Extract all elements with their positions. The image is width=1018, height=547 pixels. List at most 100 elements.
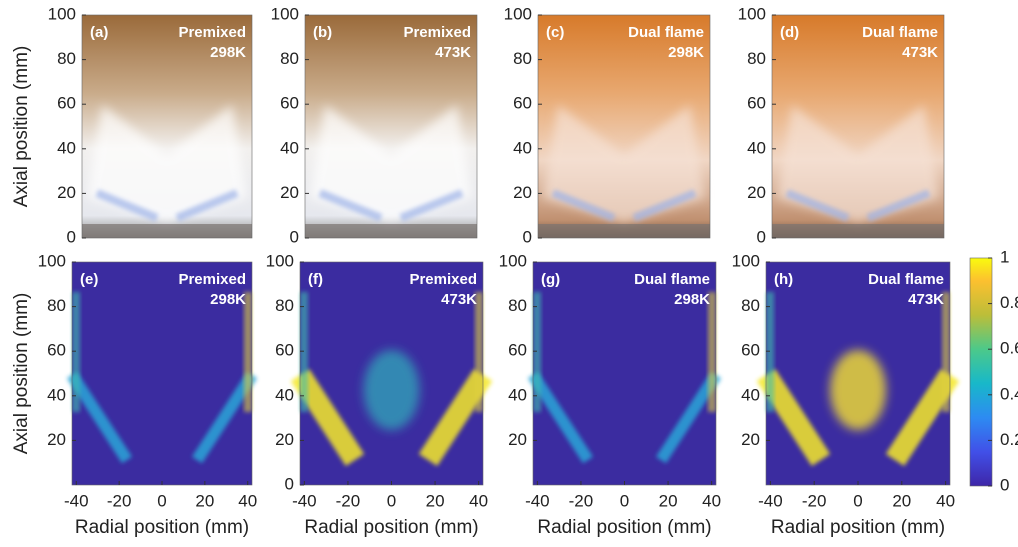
panel: 0 20 40 60 80 100 (d) Dual flame 473K: [738, 4, 945, 246]
streak-right: [655, 371, 722, 464]
y-tick-label: 0.8: [1000, 293, 1018, 312]
panel-annotation: 473K: [441, 291, 477, 308]
y-tick-label: 100: [48, 4, 76, 23]
y-tick-label: 1: [1000, 247, 1009, 266]
y-tick-label: 80: [513, 49, 532, 68]
streak-right: [418, 369, 493, 466]
center-blob: [363, 350, 420, 430]
panel-frame: [81, 14, 253, 239]
x-tick-label: 20: [426, 491, 445, 510]
y-tick-label: 20: [513, 183, 532, 202]
panel: 0 20 40 60 80 100 (c) Dual flame 298K: [504, 4, 711, 246]
y-tick-label: 0.2: [1000, 430, 1018, 449]
x-tick-label: -40: [292, 491, 317, 510]
y-tick-label: 100: [499, 251, 527, 270]
x-tick-label: 0: [157, 491, 166, 510]
y-tick-label: 20: [280, 183, 299, 202]
panel-annotation: 298K: [674, 291, 710, 308]
streak-right: [191, 371, 258, 464]
x-tick-label: 40: [469, 491, 488, 510]
y-tick-label: 0: [290, 227, 299, 246]
y-tick-label: 40: [47, 385, 66, 404]
center-blob: [830, 350, 886, 430]
edge-left: [766, 292, 774, 412]
edge-right: [244, 292, 252, 412]
streak-left: [756, 369, 831, 466]
panel-label: (e): [80, 271, 98, 288]
edge-left: [533, 292, 541, 412]
x-axis-label: Radial position (mm): [304, 517, 478, 538]
flame-blue: [95, 189, 239, 222]
panel-annotation: Premixed: [178, 271, 246, 288]
flame-glow: [87, 105, 247, 223]
flame-glow: [310, 105, 472, 223]
y-tick-label: 100: [271, 4, 299, 23]
panel-frame: [969, 257, 993, 487]
panel: 20 40 60 80 100 -40 -20 0 20 40 (e) Premixed 298K Axi…: [11, 251, 257, 538]
y-tick-label: 0: [67, 227, 76, 246]
x-tick-label: -40: [64, 491, 89, 510]
panel-label: (g): [541, 271, 560, 288]
panel-annotation: 298K: [668, 44, 704, 61]
y-tick-label: 60: [275, 341, 294, 360]
colorbar: [970, 258, 992, 486]
burner-base: [538, 224, 710, 238]
y-tick-label: 100: [732, 251, 760, 270]
y-tick-label: 60: [513, 94, 532, 113]
y-axis-label: Axial position (mm): [11, 46, 32, 208]
y-tick-label: 80: [741, 296, 760, 315]
y-tick-label: 40: [280, 138, 299, 157]
x-tick-label: -40: [758, 491, 783, 510]
y-tick-label: 100: [38, 251, 66, 270]
streak-right: [885, 369, 960, 466]
panel-label: (b): [313, 24, 332, 41]
y-tick-label: 60: [47, 341, 66, 360]
panel-annotation: 473K: [435, 44, 471, 61]
edge-right: [475, 292, 483, 412]
y-tick-label: 80: [508, 296, 527, 315]
x-tick-label: -20: [107, 491, 132, 510]
y-tick-label: 60: [741, 341, 760, 360]
flame-glow: [777, 105, 939, 223]
panel-annotation: Premixed: [178, 24, 246, 41]
flame-glow: [543, 105, 705, 223]
panel: 20 40 60 80 100 -40 -20 0 20 40 (g) Dual flame 298K R…: [499, 251, 721, 538]
y-tick-label: 40: [275, 385, 294, 404]
y-tick-label: 40: [508, 385, 527, 404]
y-tick-label: 80: [275, 296, 294, 315]
y-tick-label: 20: [47, 430, 66, 449]
y-tick-label: 20: [747, 183, 766, 202]
panel-annotation: 298K: [210, 291, 246, 308]
y-tick-label: 60: [57, 94, 76, 113]
x-tick-label: 20: [659, 491, 678, 510]
y-tick-label: 40: [57, 138, 76, 157]
flame-blue: [318, 189, 464, 222]
y-tick-label: 0: [523, 227, 532, 246]
y-tick-label: 80: [47, 296, 66, 315]
x-tick-label: 40: [936, 491, 955, 510]
flame-blue: [785, 189, 931, 222]
panel-label: (h): [774, 271, 793, 288]
x-tick-label: -20: [569, 491, 594, 510]
x-tick-label: 0: [853, 491, 862, 510]
y-tick-label: 0: [1000, 475, 1009, 494]
panel: 0 20 40 60 80 100 (a) Premixed 298K Axial positio…: [11, 4, 253, 246]
edge-right: [708, 292, 716, 412]
x-tick-label: 20: [892, 491, 911, 510]
x-tick-label: 40: [238, 491, 257, 510]
panel-annotation: Dual flame: [868, 271, 944, 288]
x-tick-label: -40: [525, 491, 550, 510]
y-tick-label: 80: [57, 49, 76, 68]
y-tick-label: 60: [280, 94, 299, 113]
y-tick-label: 20: [275, 430, 294, 449]
y-tick-label: 20: [57, 183, 76, 202]
panel: 20 40 60 80 100 -40 -20 0 20 40 (h) Dual flame 473K R…: [732, 251, 960, 538]
y-tick-label: 20: [741, 430, 760, 449]
flame-blue: [551, 189, 697, 222]
y-tick-label: 100: [504, 4, 532, 23]
y-tick-label: 0: [285, 474, 294, 493]
panel-annotation: Dual flame: [628, 24, 704, 41]
y-tick-label: 100: [738, 4, 766, 23]
y-tick-label: 0: [757, 227, 766, 246]
